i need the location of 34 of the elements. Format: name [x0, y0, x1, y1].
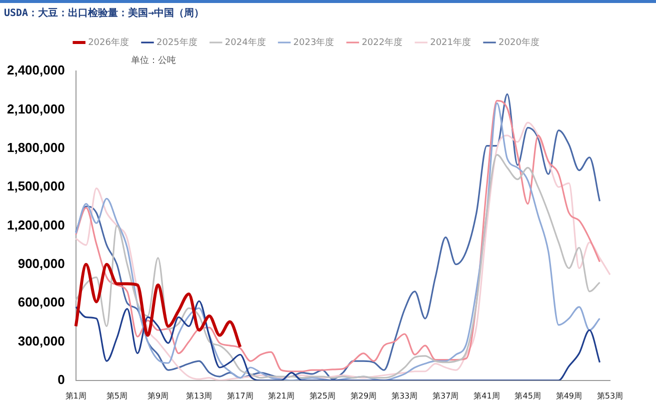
x-tick-label: 第9周	[147, 391, 169, 400]
x-tick-label: 第45周	[514, 391, 541, 400]
y-tick-label: 300,000	[18, 333, 65, 348]
x-tick-label: 第17周	[227, 391, 254, 400]
legend-label: 2024年度	[224, 36, 266, 48]
y-tick-label: 2,100,000	[6, 101, 65, 116]
legend-label: 2022年度	[362, 36, 403, 48]
y-tick-label: 600,000	[18, 294, 65, 310]
x-tick-label: 第41周	[474, 391, 500, 400]
x-tick-label: 第53周	[596, 391, 624, 400]
line-series	[75, 300, 601, 380]
legend-label: 2026年度	[88, 36, 129, 48]
x-tick-label: 第25周	[309, 391, 336, 400]
line-series	[74, 262, 242, 348]
y-tick-label: 900,000	[18, 256, 65, 271]
legend-label: 2023年度	[293, 36, 334, 48]
legend-label: 2020年度	[498, 36, 540, 48]
x-tick-label: 第49周	[556, 391, 582, 400]
x-tick-label: 第33周	[391, 391, 418, 400]
x-tick-label: 第37周	[432, 391, 459, 400]
y-tick-label: 1,200,000	[6, 217, 65, 232]
x-tick-label: 第1周	[65, 391, 86, 400]
y-tick-label: 1,800,000	[6, 140, 65, 155]
y-tick-label: 1,500,000	[6, 178, 65, 194]
y-tick-label: 2,400,000	[6, 62, 65, 78]
x-tick-label: 第13周	[186, 391, 212, 400]
legend-label: 2025年度	[156, 36, 198, 48]
chart-title: USDA：大豆：出口检验量：美国→中国（周）	[4, 6, 204, 20]
x-tick-label: 第21周	[268, 391, 294, 400]
text: 单位：公吨	[130, 54, 176, 66]
y-tick-label: 0	[58, 372, 65, 387]
legend-label: 2021年度	[430, 36, 472, 48]
x-tick-label: 第29周	[350, 391, 377, 400]
x-tick-label: 第5周	[106, 391, 128, 400]
